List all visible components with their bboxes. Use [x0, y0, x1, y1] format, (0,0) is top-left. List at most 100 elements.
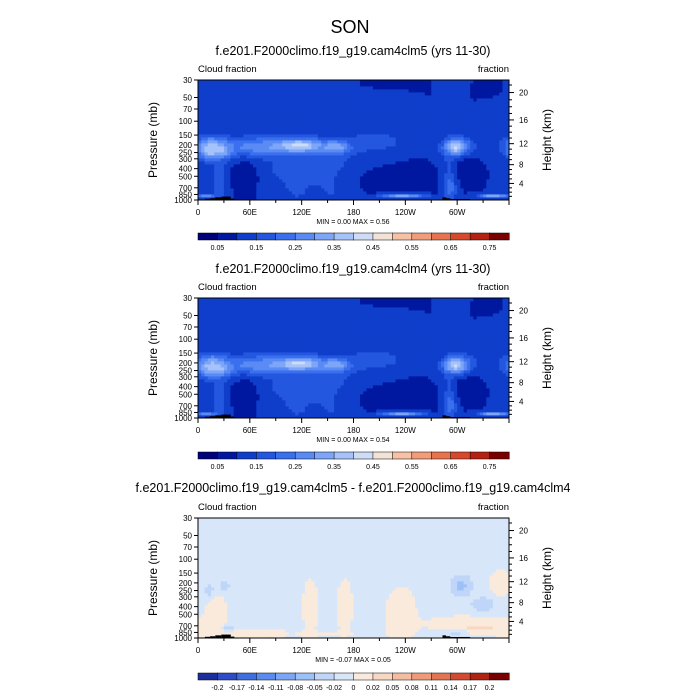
contour-cell [337, 140, 341, 143]
contour-cell [396, 403, 400, 406]
contour-cell [499, 167, 503, 170]
contour-cell [386, 388, 390, 391]
contour-cell [396, 134, 400, 137]
contour-cell [347, 128, 351, 131]
contour-cell [211, 131, 215, 134]
contour-cell [428, 128, 432, 131]
contour-cell [198, 131, 202, 134]
contour-cell [285, 412, 289, 415]
contour-cell [425, 92, 429, 95]
contour-cell [415, 95, 419, 98]
contour-cell [331, 140, 335, 143]
contour-cell [240, 131, 244, 134]
contour-cell [214, 101, 218, 104]
contour-cell [486, 149, 490, 152]
contour-cell [493, 173, 497, 176]
contour-cell [493, 104, 497, 107]
contour-cell [201, 385, 205, 388]
contour-cell [409, 95, 413, 98]
contour-cell [305, 146, 309, 149]
contour-cell [227, 92, 231, 95]
contour-cell [451, 400, 455, 403]
contour-cell [415, 391, 419, 394]
contour-cell [480, 185, 484, 188]
contour-cell [483, 110, 487, 113]
contour-cell [460, 128, 464, 131]
contour-cell [373, 403, 377, 406]
contour-cell [211, 394, 215, 397]
contour-cell [260, 412, 264, 415]
contour-cell [399, 86, 403, 89]
contour-cell [496, 95, 500, 98]
contour-cell [214, 182, 218, 185]
contour-cell [230, 143, 234, 146]
contour-cell [431, 179, 435, 182]
contour-cell [263, 86, 267, 89]
contour-cell [308, 170, 312, 173]
contour-cell [486, 101, 490, 104]
contour-cell [224, 143, 228, 146]
contour-cell [467, 125, 471, 128]
contour-cell [412, 397, 416, 400]
contour-cell [302, 104, 306, 107]
contour-cell [389, 403, 393, 406]
contour-cell [425, 80, 429, 83]
contour-cell [412, 119, 416, 122]
contour-cell [447, 89, 451, 92]
contour-cell [263, 116, 267, 119]
contour-cell [214, 394, 218, 397]
contour-cell [318, 146, 322, 149]
contour-cell [444, 122, 448, 125]
contour-cell [473, 191, 477, 194]
contour-cell [328, 188, 332, 191]
contour-cell [237, 110, 241, 113]
contour-cell [415, 182, 419, 185]
contour-cell [247, 128, 251, 131]
contour-cell [217, 140, 221, 143]
contour-cell [373, 80, 377, 83]
contour-cell [295, 146, 299, 149]
contour-cell [273, 119, 277, 122]
contour-cell [480, 110, 484, 113]
contour-cell [499, 185, 503, 188]
contour-cell [279, 388, 283, 391]
contour-cell [379, 113, 383, 116]
contour-cell [503, 140, 507, 143]
contour-cell [460, 116, 464, 119]
contour-cell [289, 137, 293, 140]
contour-cell [250, 167, 254, 170]
contour-cell [428, 83, 432, 86]
contour-cell [386, 397, 390, 400]
contour-cell [503, 98, 507, 101]
contour-cell [305, 122, 309, 125]
contour-cell [473, 116, 477, 119]
colorbar-label: 0.15 [249, 245, 263, 252]
contour-cell [247, 131, 251, 134]
contour-cell [434, 131, 438, 134]
contour-cell [311, 158, 315, 161]
contour-cell [366, 140, 370, 143]
contour-cell [250, 116, 254, 119]
contour-cell [493, 391, 497, 394]
contour-cell [227, 391, 231, 394]
contour-cell [221, 149, 225, 152]
contour-cell [208, 119, 212, 122]
contour-cell [243, 92, 247, 95]
contour-cell [315, 110, 319, 113]
contour-cell [460, 185, 464, 188]
contour-cell [250, 188, 254, 191]
contour-cell [214, 131, 218, 134]
contour-cell [444, 113, 448, 116]
contour-cell [350, 80, 354, 83]
contour-cell [493, 119, 497, 122]
contour-cell [289, 104, 293, 107]
contour-cell [386, 110, 390, 113]
contour-cell [418, 406, 422, 409]
contour-cell [447, 176, 451, 179]
contour-cell [227, 113, 231, 116]
contour-cell [467, 104, 471, 107]
contour-cell [260, 173, 264, 176]
contour-cell [444, 128, 448, 131]
contour-cell [379, 388, 383, 391]
contour-cell [256, 185, 260, 188]
